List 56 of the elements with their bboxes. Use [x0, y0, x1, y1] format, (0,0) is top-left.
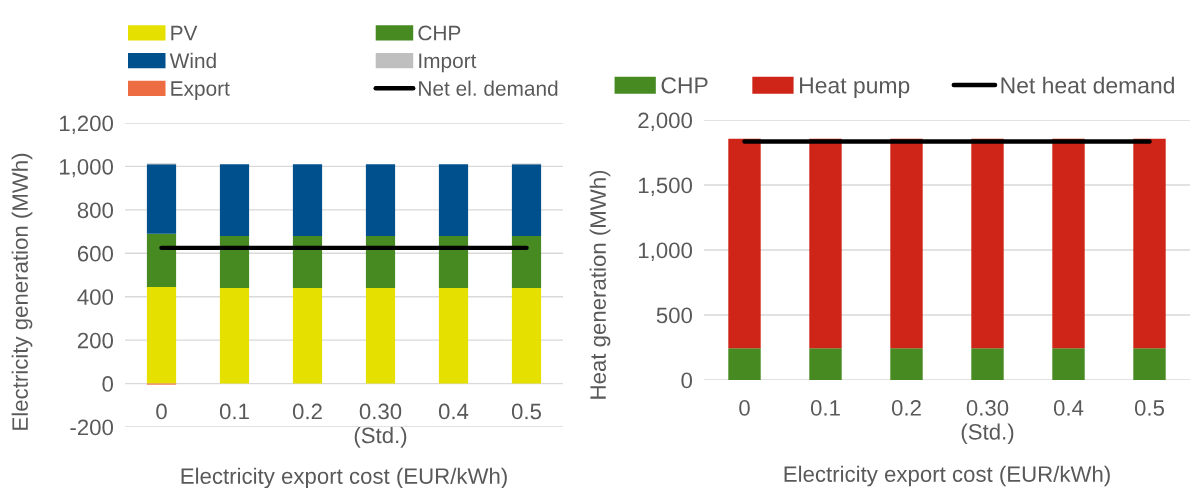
y-tick-label: 600 — [77, 245, 114, 262]
bar — [438, 164, 469, 236]
bar — [292, 164, 323, 236]
bar — [438, 288, 469, 384]
x-tick-label: 0.5 — [511, 403, 542, 420]
y-tick-label: 1,000 — [638, 242, 693, 261]
legend-label: Import — [419, 53, 477, 73]
y-tick-label: 800 — [77, 202, 114, 219]
y-tick-label: 0 — [681, 372, 693, 389]
y-tick-label: 1,200 — [59, 115, 114, 134]
bar — [511, 164, 542, 236]
x-tick-label: 0.1 — [219, 403, 249, 420]
bar — [365, 288, 396, 384]
bar — [219, 164, 250, 236]
bar — [146, 286, 177, 384]
x-tick-label: 0.4 — [1053, 400, 1084, 416]
legend-label: Net heat demand — [1001, 76, 1174, 94]
y-tick-label: 400 — [77, 289, 114, 305]
x-tick-label: 0 — [739, 400, 750, 416]
y-tick-label: 2,000 — [638, 112, 693, 131]
y-tick-label: 1,000 — [59, 158, 114, 178]
legend-label: CHP — [661, 77, 708, 94]
bar — [511, 288, 542, 384]
x-tick-label: 0.2 — [292, 403, 322, 420]
legend-label: Heat pump — [800, 77, 910, 98]
x-tick-label: 0.4 — [438, 403, 469, 420]
legend-label: Net el. demand — [419, 80, 558, 96]
x-axis-title: Electricity export cost (EUR/kWh) — [784, 465, 1110, 487]
bar — [292, 288, 323, 384]
y-tick-label: 0 — [102, 376, 114, 392]
x-tick-label: 0 — [156, 403, 167, 420]
bar — [146, 233, 177, 287]
y-tick-label: 1,500 — [638, 177, 693, 196]
bar — [219, 288, 250, 384]
x-axis-title: Electricity export cost (EUR/kWh) — [181, 467, 507, 488]
bar — [146, 164, 177, 234]
legend-label: Export — [171, 81, 230, 100]
y-axis-title: Electricity generation (MWh) — [11, 153, 33, 430]
legend-label: PV — [171, 25, 198, 41]
bar — [365, 164, 396, 236]
y-axis-title: Heat generation (MWh) — [589, 170, 611, 399]
legend-label: CHP — [418, 25, 461, 41]
x-tick-label: 0.2 — [891, 400, 921, 416]
bar — [219, 235, 250, 289]
x-tick-label: 0.5 — [1134, 400, 1165, 416]
x-tick-label: 0.1 — [810, 400, 840, 416]
y-tick-label: 500 — [656, 307, 693, 324]
bar — [511, 235, 542, 289]
x-tick-label: 0.30 (Std.) — [354, 403, 407, 448]
bar — [365, 235, 396, 289]
y-tick-label: -200 — [70, 419, 114, 436]
y-tick-label: 200 — [77, 332, 114, 349]
x-tick-label: 0.30 (Std.) — [961, 400, 1014, 445]
bar — [292, 235, 323, 289]
legend-label: Wind — [169, 52, 216, 69]
bar — [438, 235, 469, 289]
